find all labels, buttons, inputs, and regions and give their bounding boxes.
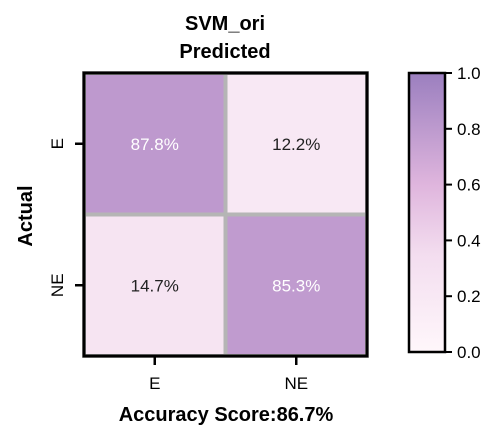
heatmap-cells: 87.8% 12.2% 14.7% 85.3% — [82, 71, 369, 358]
cell-value-label: 12.2% — [272, 135, 320, 154]
y-tick-label: NE — [48, 273, 67, 297]
colorbar-ticks: 0.0 0.2 0.4 0.6 0.8 1.0 — [445, 64, 481, 362]
heatmap-frame — [82, 71, 369, 358]
cell-value-label: 14.7% — [131, 276, 179, 295]
axis-ticks: E NE E NE — [48, 138, 308, 393]
chart-subtitle: Predicted — [179, 41, 270, 63]
x-tick-label: NE — [284, 374, 308, 393]
colorbar-tick-label: 0.8 — [457, 120, 481, 139]
cell-value-label: 87.8% — [131, 135, 179, 154]
y-axis-label: Actual — [15, 185, 37, 246]
colorbar-tick-label: 0.2 — [457, 287, 481, 306]
colorbar-tick-label: 0.6 — [457, 176, 481, 195]
heatmap-cell — [223, 71, 369, 217]
colorbar-tick-label: 0.0 — [457, 343, 481, 362]
colorbar-tick-label: 0.4 — [457, 231, 481, 250]
colorbar-tick-label: 1.0 — [457, 64, 481, 83]
cell-value-label: 85.3% — [272, 276, 320, 295]
x-tick-label: E — [149, 374, 160, 393]
x-axis-label: Accuracy Score:86.7% — [119, 404, 334, 426]
y-tick-label: E — [48, 138, 67, 149]
chart-title: SVM_ori — [185, 13, 265, 35]
colorbar — [407, 71, 447, 354]
